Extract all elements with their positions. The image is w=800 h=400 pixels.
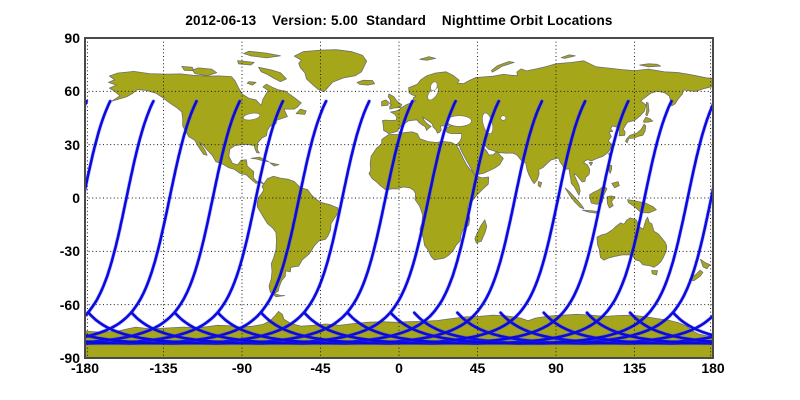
water-aral-sea xyxy=(500,115,507,121)
land-australia xyxy=(596,216,668,268)
land-mindanao xyxy=(611,181,620,189)
land-victoria-island xyxy=(192,67,218,77)
water-great-lakes xyxy=(243,112,261,121)
orbit-track xyxy=(760,101,800,343)
water-baltic-sea xyxy=(427,86,439,101)
land-novaya-zemlya xyxy=(491,61,515,73)
x-tick-label: 180 xyxy=(701,360,725,376)
land-newfoundland xyxy=(295,108,307,115)
land-severnaya-zemlya xyxy=(560,54,576,59)
y-tick-label: -90 xyxy=(59,350,80,366)
x-tick-label: 135 xyxy=(622,360,647,376)
land-south-america xyxy=(256,175,339,298)
land-madagascar xyxy=(474,219,488,244)
x-tick-label: -180 xyxy=(70,360,100,376)
land-ireland xyxy=(381,99,389,107)
land-sulawesi xyxy=(606,195,616,209)
x-tick-label: 0 xyxy=(395,360,403,376)
land-new-zealand-north xyxy=(700,258,711,270)
land-southampton-island xyxy=(246,81,257,86)
x-tick-label: -45 xyxy=(310,360,331,376)
land-tasmania xyxy=(651,270,658,276)
plot-title: 2012-06-13 Version: 5.00 Standard Nightt… xyxy=(185,13,613,28)
land-sumatra xyxy=(564,187,585,210)
y-tick-label: 0 xyxy=(72,190,80,206)
land-hokkaido xyxy=(643,116,654,123)
land-baffin-island xyxy=(258,66,287,82)
land-great-britain xyxy=(387,93,403,110)
orbit-track xyxy=(760,101,800,343)
y-tick-label: 30 xyxy=(64,136,80,153)
orbit-track xyxy=(85,99,155,318)
land-new-siberian-islands xyxy=(639,63,662,68)
orbit-track xyxy=(85,99,198,339)
land-honshu-kyushu xyxy=(625,123,647,144)
y-tick-label: -60 xyxy=(59,296,80,313)
land-sri-lanka xyxy=(537,181,543,188)
land-svalbard xyxy=(419,56,436,61)
orbit-tracks-layer xyxy=(85,99,800,346)
orbit-track xyxy=(346,99,673,345)
land-hispaniola xyxy=(269,162,280,167)
land-greenland xyxy=(293,49,368,93)
orbit-track xyxy=(85,99,112,196)
y-tick-label: -30 xyxy=(59,243,80,260)
water-caspian-sea xyxy=(482,112,494,135)
orbit-track xyxy=(717,101,800,343)
x-tick-label: 45 xyxy=(469,360,486,376)
x-tick-label: -135 xyxy=(149,360,178,376)
x-tick-label: -90 xyxy=(231,360,253,376)
grid-layer xyxy=(85,38,713,358)
orbit-track xyxy=(717,101,800,343)
x-tick-label: 90 xyxy=(548,360,564,376)
land-hainan xyxy=(588,162,593,166)
land-new-zealand-south xyxy=(689,269,704,282)
orbit-track xyxy=(389,101,713,345)
y-tick-label: 90 xyxy=(64,30,80,46)
land-iceland xyxy=(356,79,375,86)
land-sakhalin xyxy=(645,102,650,117)
plot-frame xyxy=(84,37,714,359)
water-gulf-of-bothnia xyxy=(430,81,438,92)
land-ellesmere-island xyxy=(243,50,281,59)
land-north-america xyxy=(108,71,302,185)
y-tick-label: 60 xyxy=(64,83,80,100)
